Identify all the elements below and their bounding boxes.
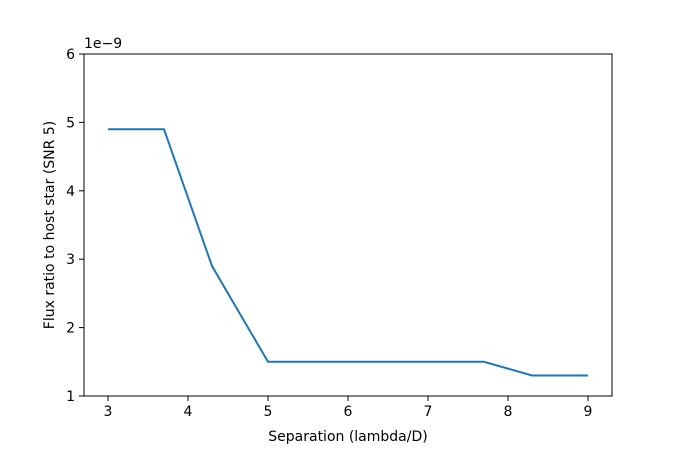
data-line [108,128,588,377]
y-offset-label: 1e−9 [84,36,122,52]
y-tick-label: 2 [66,321,75,337]
x-tick-label: 7 [424,404,433,420]
x-tick-label: 4 [184,404,193,420]
x-tick-label: 9 [584,404,593,420]
y-tick-label: 3 [66,252,75,268]
x-tick-label: 6 [344,404,353,420]
axes-frame [83,53,613,397]
y-tick-label: 4 [66,184,75,200]
x-tick-label: 8 [504,404,513,420]
x-tick-label: 3 [104,404,113,420]
y-axis-label: Flux ratio to host star (SNR 5) [42,121,58,329]
y-tick-label: 5 [66,115,75,131]
y-tick-label: 6 [66,47,75,63]
x-tick-label: 5 [264,404,273,420]
x-axis-label: Separation (lambda/D) [268,429,427,445]
y-tick-label: 1 [66,389,75,405]
